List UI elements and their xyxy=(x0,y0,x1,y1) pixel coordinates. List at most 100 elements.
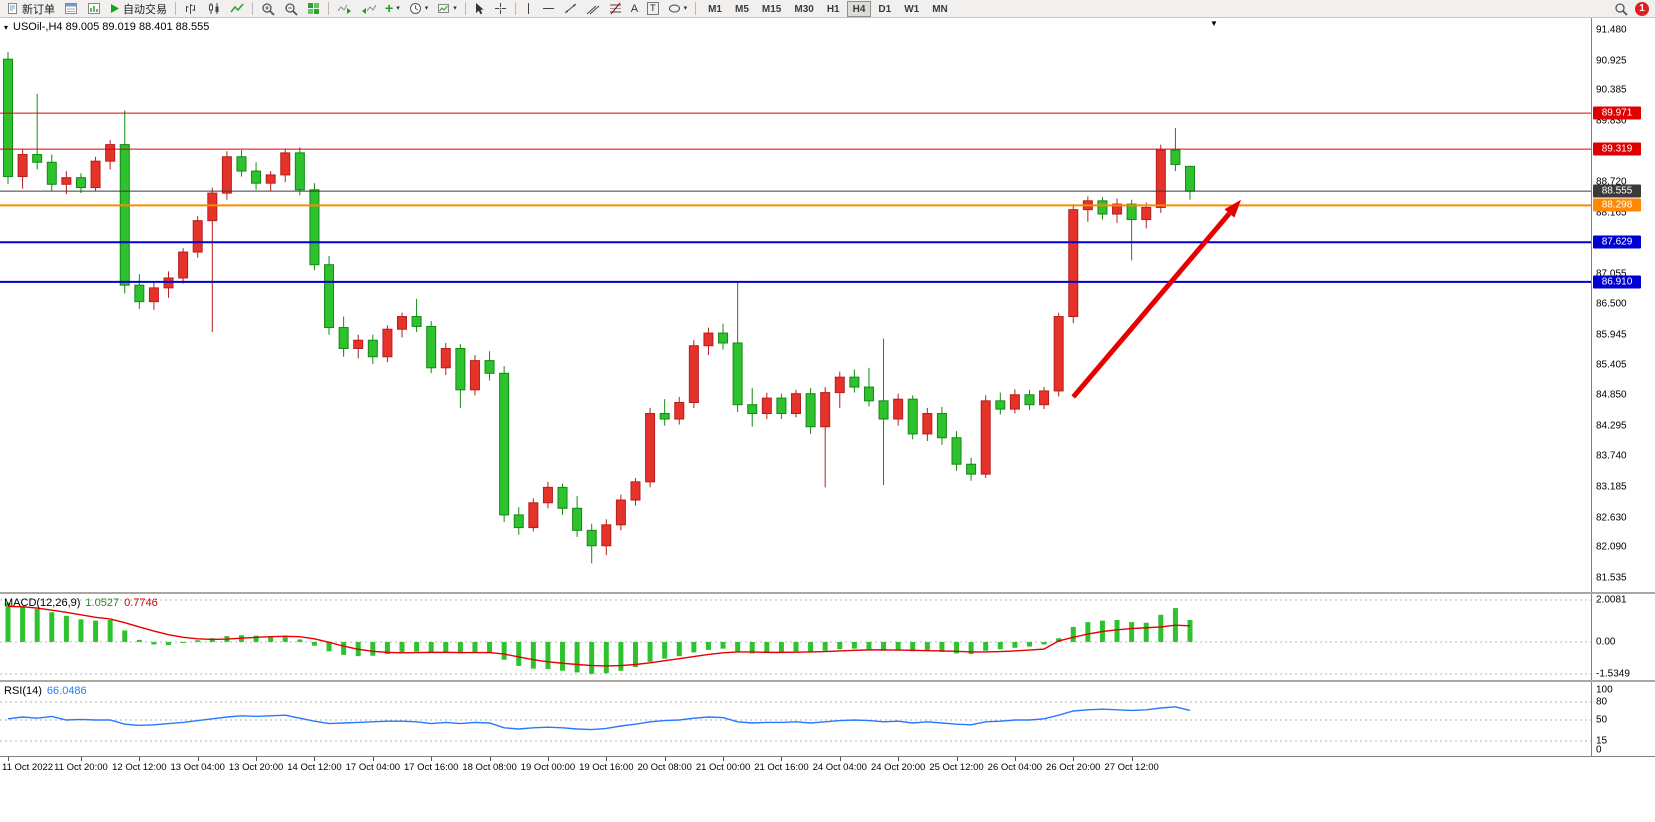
chart-shift-marker-icon[interactable]: ▼ xyxy=(1210,19,1218,28)
text-label-button[interactable]: T xyxy=(643,1,663,17)
timeframe-button-w1[interactable]: W1 xyxy=(904,3,920,15)
candlestick-chart[interactable] xyxy=(0,18,1591,592)
zoom-out-button[interactable] xyxy=(280,1,302,17)
price-axis-label: 81.535 xyxy=(1596,572,1627,584)
equidistant-channel-icon xyxy=(586,5,600,15)
time-axis-label: 19 Oct 00:00 xyxy=(520,762,576,773)
chart-title: ▾ USOil-,H4 89.005 89.019 88.401 88.555 xyxy=(4,21,209,33)
time-axis-label: 17 Oct 16:00 xyxy=(403,762,459,773)
timeframe-button-h1[interactable]: H1 xyxy=(826,3,840,15)
price-axis-label: 91.480 xyxy=(1596,24,1627,36)
panel-separator[interactable] xyxy=(0,592,1655,594)
price-axis: 91.48090.92590.38589.83089.27588.72088.1… xyxy=(1591,18,1655,592)
panel-separator[interactable] xyxy=(0,680,1655,682)
bar-chart-button[interactable] xyxy=(180,1,202,17)
channel-button[interactable] xyxy=(582,1,604,17)
auto-trading-button[interactable]: 自动交易 xyxy=(106,1,171,17)
price-tag: 89.971 xyxy=(1593,106,1641,120)
macd-label: MACD(12,26,9) 1.0527 0.7746 xyxy=(4,597,158,609)
time-axis-label: 17 Oct 04:00 xyxy=(345,762,401,773)
crosshair-icon xyxy=(494,3,506,14)
price-tag: 87.629 xyxy=(1593,235,1641,249)
time-tick xyxy=(956,757,958,761)
symbol-dropdown-icon[interactable]: ▾ xyxy=(4,22,9,32)
shapes-button[interactable]: ▾ xyxy=(664,1,692,17)
search-button[interactable] xyxy=(1610,1,1632,17)
trendline-icon xyxy=(564,3,577,14)
macd-axis: 2.0081 0.00 -1.5349 xyxy=(1591,594,1655,680)
text-button[interactable]: A xyxy=(627,1,642,17)
vertical-line-button[interactable] xyxy=(520,1,537,17)
rsi-chart[interactable] xyxy=(0,682,1591,756)
bottom-whitespace xyxy=(0,776,1655,822)
tile-windows-icon xyxy=(308,3,319,14)
zoom-out-icon xyxy=(285,2,298,16)
line-chart-icon xyxy=(230,3,244,13)
timeframe-button-h4[interactable]: H4 xyxy=(846,0,872,17)
time-axis-label: 26 Oct 04:00 xyxy=(987,762,1043,773)
price-axis-label: 83.185 xyxy=(1596,481,1627,493)
time-tick xyxy=(197,757,199,761)
time-tick xyxy=(314,757,316,761)
new-order-button[interactable]: 新订单 xyxy=(2,1,59,17)
time-axis-label: 12 Oct 12:00 xyxy=(112,762,167,773)
fibonacci-button[interactable] xyxy=(605,1,626,17)
main-chart-panel: ▾ USOil-,H4 89.005 89.019 88.401 88.555 … xyxy=(0,18,1655,592)
chart-shift-button[interactable] xyxy=(357,1,380,17)
periods-button[interactable]: ▾ xyxy=(405,1,433,17)
text-tool-icon: A xyxy=(630,2,639,15)
time-axis-label: 19 Oct 16:00 xyxy=(579,762,634,773)
crosshair-button[interactable] xyxy=(490,1,511,17)
time-axis-label: 26 Oct 20:00 xyxy=(1046,762,1101,773)
rsi-name: RSI(14) xyxy=(4,685,42,697)
price-axis-label: 86.500 xyxy=(1596,298,1627,310)
macd-chart[interactable] xyxy=(0,594,1591,680)
market-watch-button[interactable] xyxy=(60,1,82,17)
timeframe-button-m30[interactable]: M30 xyxy=(794,3,814,15)
timeframe-button-m5[interactable]: M5 xyxy=(735,3,749,15)
notification-badge[interactable]: 1 xyxy=(1635,1,1649,16)
price-axis-label: 85.945 xyxy=(1596,329,1627,341)
price-axis-label: 90.385 xyxy=(1596,84,1627,96)
chevron-down-icon: ▾ xyxy=(683,4,688,12)
rsi-axis: 100 80 50 15 0 xyxy=(1591,682,1655,756)
data-window-button[interactable] xyxy=(83,1,105,17)
timeframe-button-m15[interactable]: M15 xyxy=(761,3,782,15)
rsi-label: RSI(14) 66.0486 xyxy=(4,685,87,697)
time-tick xyxy=(80,757,82,761)
price-axis-label: 88.720 xyxy=(1596,176,1627,188)
time-axis-label: 13 Oct 20:00 xyxy=(228,762,284,773)
zoom-in-button[interactable] xyxy=(257,1,279,17)
timeframe-button-m1[interactable]: M1 xyxy=(708,3,722,15)
time-axis-label: 21 Oct 16:00 xyxy=(754,762,809,773)
tile-windows-button[interactable] xyxy=(303,1,324,17)
templates-button[interactable]: ▾ xyxy=(433,1,461,17)
auto-trading-play-icon xyxy=(111,4,119,13)
cursor-button[interactable] xyxy=(470,1,489,17)
trendline-button[interactable] xyxy=(560,1,581,17)
template-icon xyxy=(438,4,450,13)
text-label-icon: T xyxy=(647,2,659,15)
macd-signal-value: 0.7746 xyxy=(124,597,158,609)
auto-trading-label: 自动交易 xyxy=(123,3,167,16)
line-chart-button[interactable] xyxy=(226,1,248,17)
auto-scroll-button[interactable] xyxy=(333,1,356,17)
price-axis-label: 82.090 xyxy=(1596,541,1627,553)
chart-shift-icon xyxy=(362,4,376,14)
market-watch-icon xyxy=(65,3,77,14)
time-axis-label: 18 Oct 08:00 xyxy=(462,762,517,773)
macd-axis-label: -1.5349 xyxy=(1596,668,1630,680)
time-tick xyxy=(781,757,783,761)
chevron-down-icon: ▾ xyxy=(396,4,400,12)
timeframe-button-mn[interactable]: MN xyxy=(932,3,948,15)
time-tick xyxy=(372,757,374,761)
fibonacci-icon xyxy=(609,2,621,15)
candlestick-chart-icon xyxy=(209,3,219,14)
horizontal-line-button[interactable] xyxy=(538,1,559,17)
time-axis-label: 24 Oct 20:00 xyxy=(870,762,926,773)
indicators-button[interactable]: + ▾ xyxy=(381,1,404,17)
candlestick-chart-button[interactable] xyxy=(203,1,225,17)
toolbar: 新订单 自动交易 xyxy=(0,0,1655,18)
timeframe-button-d1[interactable]: D1 xyxy=(878,3,892,15)
